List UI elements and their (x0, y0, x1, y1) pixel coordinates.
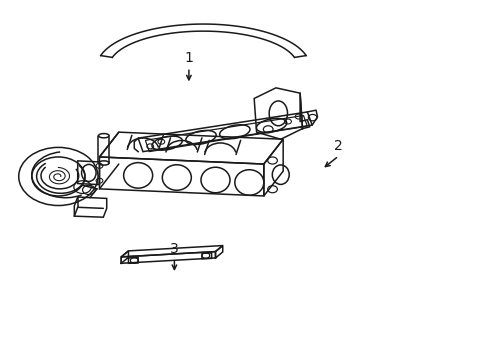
Text: 2: 2 (334, 139, 343, 153)
Text: 1: 1 (184, 51, 193, 65)
Text: 3: 3 (170, 242, 179, 256)
